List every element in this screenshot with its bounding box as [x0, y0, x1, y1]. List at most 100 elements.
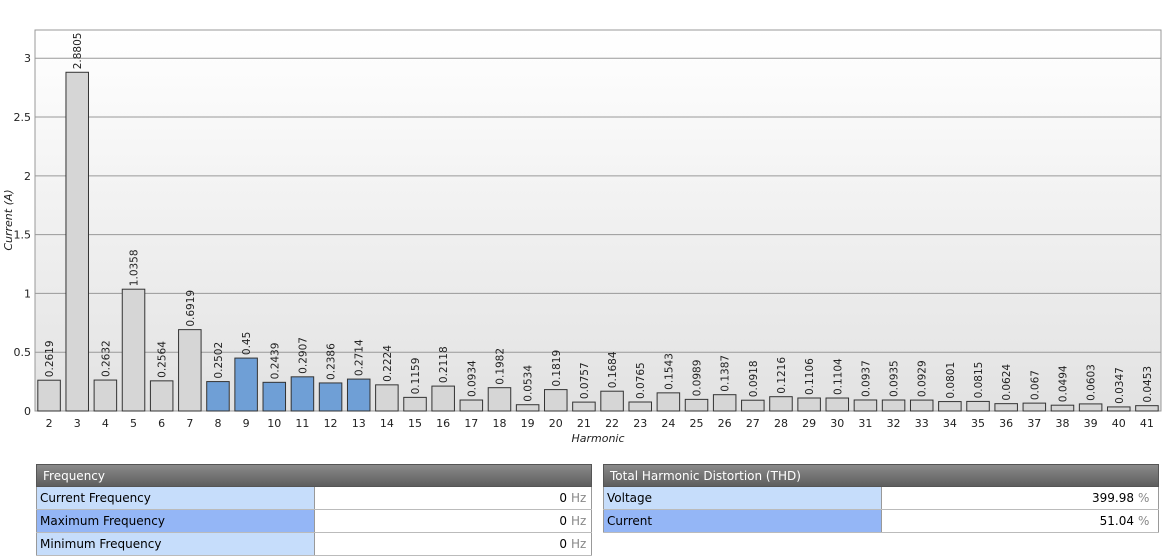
data-label: 0.0934	[466, 360, 478, 397]
data-label: 0.0624	[1001, 364, 1013, 401]
row-value: 0	[559, 514, 567, 528]
data-label: 0.0989	[692, 360, 704, 397]
x-tick-label: 10	[267, 417, 281, 430]
bar	[290, 376, 315, 412]
bar	[375, 384, 399, 412]
x-tick-label: 28	[774, 417, 788, 430]
x-tick-label: 36	[999, 417, 1013, 430]
x-tick-label: 32	[887, 417, 901, 430]
row-value: 51.04	[1099, 514, 1134, 528]
row-unit: Hz	[571, 491, 587, 505]
data-label: 0.2907	[297, 337, 309, 374]
row-label: Current	[603, 510, 882, 532]
data-label: 0.1106	[804, 358, 816, 395]
chart: Current (A) Harmonic 00.511.522.5320.261…	[2, 29, 1162, 445]
plot-area	[34, 29, 1162, 412]
x-tick-label: 11	[295, 417, 309, 430]
data-label: 0.2502	[213, 342, 225, 379]
x-tick-label: 16	[436, 417, 450, 430]
x-tick-label: 29	[802, 417, 816, 430]
bar	[1107, 406, 1131, 412]
table-row: Current Frequency 0 Hz	[36, 487, 592, 510]
y-tick-label: 0.5	[14, 346, 32, 359]
x-tick-label: 6	[158, 417, 165, 430]
row-unit: %	[1138, 514, 1150, 528]
data-label: 0.0918	[748, 360, 760, 397]
bar	[121, 288, 146, 412]
x-tick-label: 2	[46, 417, 53, 430]
frequency-panel: Frequency Current Frequency 0 Hz Maximum Fr…	[36, 464, 592, 556]
bar	[65, 71, 89, 412]
row-label: Current Frequency	[36, 487, 315, 509]
bar	[318, 382, 343, 412]
bar	[741, 399, 765, 412]
y-tick-label: 0	[24, 405, 31, 418]
x-tick-label: 15	[408, 417, 422, 430]
data-label: 0.2224	[382, 345, 394, 382]
data-label: 0.0929	[917, 360, 929, 397]
bar	[93, 379, 118, 412]
row-value: 399.98	[1092, 491, 1134, 505]
data-label: 0.0815	[973, 362, 985, 399]
data-label: 2.8805	[72, 33, 84, 70]
bar	[1135, 405, 1159, 412]
data-label: 0.2439	[269, 343, 281, 380]
data-label: 0.1104	[832, 358, 844, 395]
data-label: 0.1387	[720, 355, 732, 392]
x-tick-label: 5	[130, 417, 137, 430]
table-row: Minimum Frequency 0 Hz	[36, 533, 592, 556]
table-row: Voltage 399.98%	[603, 487, 1159, 510]
row-value: 0	[559, 537, 567, 551]
bar	[628, 401, 652, 412]
y-tick-label: 2	[24, 170, 31, 183]
x-tick-label: 26	[718, 417, 732, 430]
x-tick-label: 30	[830, 417, 844, 430]
data-label: 0.0757	[579, 362, 591, 399]
bar	[1050, 404, 1075, 412]
data-label: 0.0494	[1057, 365, 1069, 402]
y-tick-label: 1	[24, 287, 31, 300]
x-tick-label: 37	[1027, 417, 1041, 430]
bar	[938, 401, 962, 412]
data-label: 0.1819	[551, 350, 563, 387]
x-tick-label: 22	[605, 417, 619, 430]
x-tick-label: 13	[352, 417, 366, 430]
x-tick-label: 20	[549, 417, 563, 430]
y-tick-label: 2.5	[14, 111, 32, 124]
x-tick-label: 17	[464, 417, 478, 430]
x-tick-label: 7	[186, 417, 193, 430]
data-label: 0.1684	[607, 351, 619, 388]
bar	[1022, 402, 1047, 412]
x-tick-label: 23	[633, 417, 647, 430]
data-label: 0.2619	[44, 340, 56, 377]
bar	[769, 396, 793, 412]
data-label: 0.0534	[523, 365, 535, 402]
row-label: Voltage	[603, 487, 882, 509]
row-label: Maximum Frequency	[36, 510, 315, 532]
bar	[487, 387, 512, 412]
x-tick-label: 4	[102, 417, 109, 430]
data-label: 0.0347	[1114, 367, 1126, 404]
data-label: 0.0801	[945, 362, 957, 399]
bar	[994, 403, 1018, 412]
data-label: 0.0603	[1086, 364, 1098, 401]
row-value-cell: 0 Hz	[315, 487, 592, 509]
bar	[431, 385, 455, 412]
bar	[572, 401, 596, 412]
bar	[544, 389, 568, 412]
table-row: Current 51.04%	[603, 510, 1159, 533]
x-tick-label: 18	[492, 417, 506, 430]
row-value-cell: 0 Hz	[315, 533, 592, 555]
bar	[656, 392, 681, 412]
bar	[403, 396, 427, 412]
row-value-cell: 399.98%	[882, 487, 1159, 509]
x-tick-label: 41	[1140, 417, 1154, 430]
row-unit: Hz	[571, 537, 587, 551]
x-tick-label: 38	[1055, 417, 1069, 430]
data-label: 0.1982	[494, 348, 506, 385]
bar	[346, 378, 371, 412]
data-label: 0.0765	[635, 362, 647, 399]
bar	[712, 394, 737, 412]
x-tick-label: 8	[214, 417, 221, 430]
